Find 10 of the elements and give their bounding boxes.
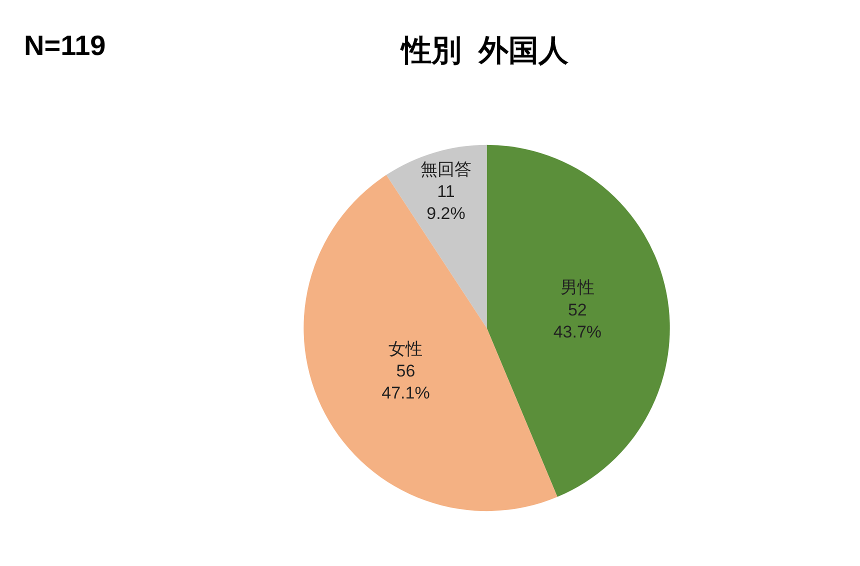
chart-title: 性別 外国人: [400, 34, 570, 68]
data-label: 56 47.1%: [382, 362, 430, 403]
slice-label: 無回答: [420, 160, 472, 180]
slice-label: 女性: [388, 339, 423, 358]
text: N=119: [24, 30, 106, 61]
pie-slice: [386, 144, 487, 328]
pie-slice: [486, 144, 670, 497]
data-label: 52 43.7%: [553, 300, 602, 342]
slice-label: 男性: [560, 278, 594, 298]
data-label: 11 9.2%: [426, 182, 466, 224]
